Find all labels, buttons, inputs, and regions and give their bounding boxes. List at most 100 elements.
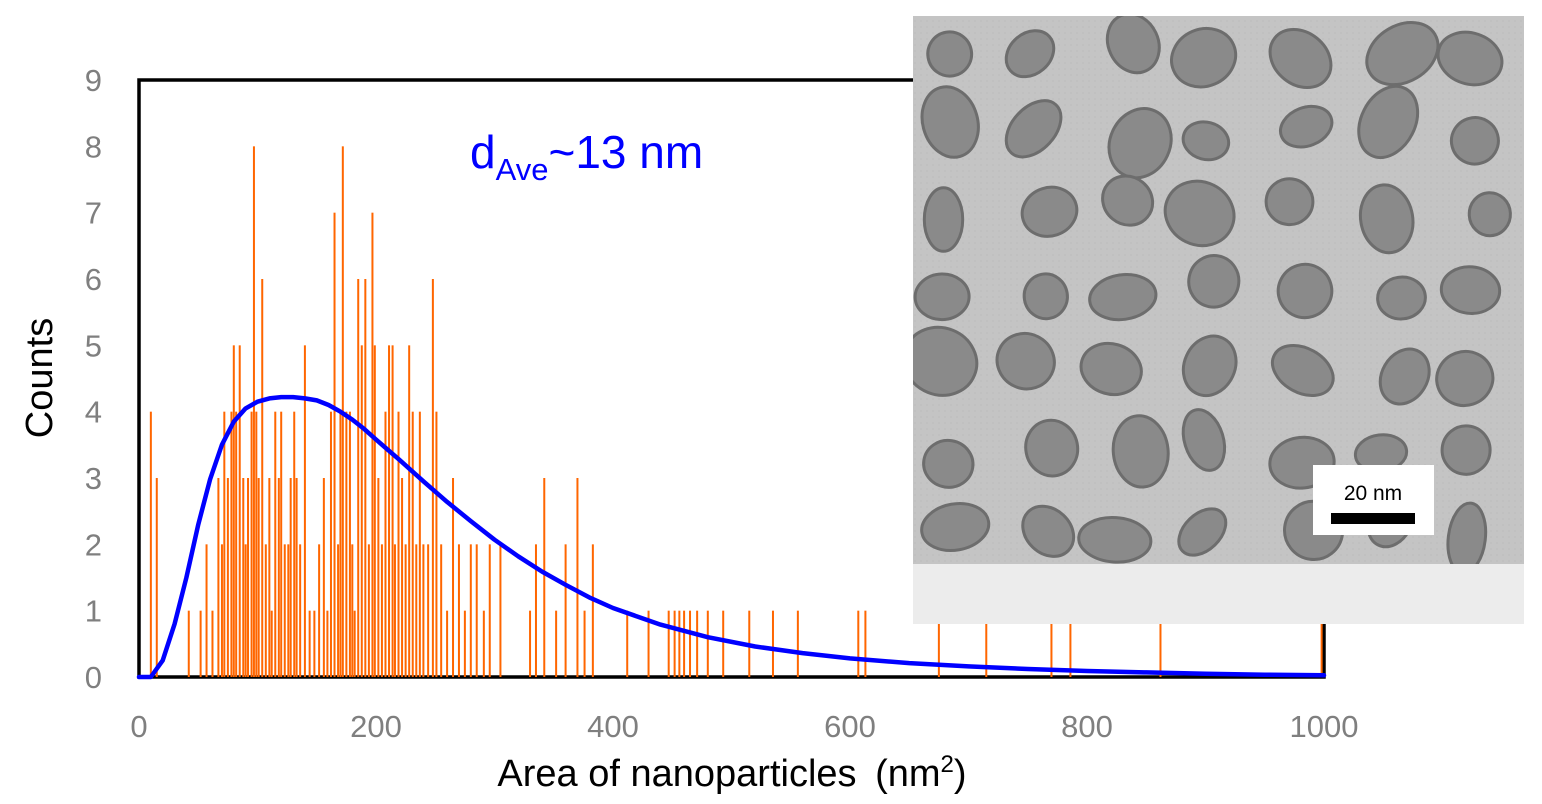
nanoparticle-blob (1264, 177, 1315, 227)
histogram-bar (322, 478, 325, 677)
histogram-bar (475, 544, 478, 677)
nanoparticle-blob (920, 85, 980, 159)
histogram-bar (446, 610, 449, 677)
histogram-bar (289, 478, 292, 677)
nanoparticle-blob (1181, 120, 1231, 162)
histogram-bar (706, 610, 709, 677)
nanoparticle-blob (1358, 183, 1415, 255)
histogram-bar (230, 411, 233, 677)
nanoparticle-blob (1105, 16, 1161, 75)
histogram-bar (667, 610, 670, 677)
histogram-bar (591, 544, 594, 677)
histogram-bar (187, 610, 190, 677)
histogram-bar (377, 478, 380, 677)
nanoparticle-blob (1170, 26, 1238, 89)
nanoparticle-blob (1077, 516, 1153, 564)
histogram-bar (857, 610, 860, 677)
nanoparticle-blob (1276, 262, 1334, 320)
histogram-bar (295, 478, 298, 677)
y-axis-ticks: 0 1 2 3 4 5 6 7 8 9 (85, 63, 102, 695)
histogram-bar (242, 478, 245, 677)
histogram-bar (238, 345, 241, 677)
nanoparticle-blob (1022, 272, 1069, 321)
histogram-bar (283, 544, 286, 677)
nanoparticle-blob (926, 30, 974, 78)
histogram-bar (217, 478, 220, 677)
nanoparticle-blob (1163, 179, 1236, 248)
nanoparticle-blob (1440, 424, 1492, 476)
histogram-bar (220, 544, 223, 677)
scale-bar (1331, 513, 1415, 524)
histogram-bar (482, 610, 485, 677)
y-tick-label: 4 (85, 395, 102, 430)
histogram-bar (452, 478, 455, 677)
x-axis-label-unit-end: ) (954, 753, 967, 795)
histogram-bar (469, 544, 472, 677)
histogram-bar (339, 411, 342, 677)
y-tick-label: 9 (85, 63, 102, 98)
nanoparticle-blob (1279, 104, 1334, 149)
histogram-bar (261, 279, 264, 677)
y-tick-label: 1 (85, 594, 102, 629)
histogram-bar (647, 610, 650, 677)
nanoparticle-blob (1004, 29, 1056, 79)
x-tick-label: 0 (130, 709, 147, 744)
histogram-bar (326, 610, 329, 677)
histogram-bar (673, 610, 676, 677)
histogram-bar (401, 478, 404, 677)
histogram-bar (564, 544, 567, 677)
nanoparticle-blob (995, 332, 1056, 391)
histogram-bar (529, 610, 532, 677)
nanoparticle-blob (1467, 191, 1512, 238)
nanoparticle-blob (1024, 418, 1080, 478)
histogram-bar (333, 212, 336, 677)
histogram-bar (155, 478, 158, 677)
nanoparticle-blob (913, 272, 971, 322)
histogram-bar (384, 411, 387, 677)
nanoparticle-blob (1004, 99, 1063, 159)
histogram-bar (431, 279, 434, 677)
nanoparticle-blob (1181, 334, 1238, 398)
histogram-bar (427, 544, 430, 677)
histogram-bar (415, 544, 418, 677)
histogram-bar (1320, 610, 1323, 677)
y-tick-label: 3 (85, 461, 102, 496)
scale-bar-label: 20 nm (1344, 482, 1402, 505)
histogram-bar (280, 411, 283, 677)
nanoparticle-blob (1079, 341, 1143, 397)
histogram-bar (422, 544, 425, 677)
x-axis-label: Area of nanoparticles (nm2) (497, 751, 966, 795)
histogram-bar (247, 478, 250, 677)
histogram-bar (293, 411, 296, 677)
histogram-bar (985, 610, 988, 677)
histogram-bar (499, 544, 502, 677)
nanoparticle-blob (1446, 501, 1488, 564)
histogram-bar (626, 610, 629, 677)
histogram-bar (583, 610, 586, 677)
histogram-bar (255, 411, 258, 677)
y-tick-label: 8 (85, 129, 102, 164)
histogram-bar (357, 279, 360, 677)
nanoparticle-blob (1449, 116, 1500, 166)
y-tick-label: 6 (85, 262, 102, 297)
histogram-bar (226, 478, 229, 677)
histogram-bar (299, 544, 302, 677)
nanoparticle-blob (1378, 347, 1431, 406)
histogram-bar (277, 478, 280, 677)
nanoparticle-blob (1435, 349, 1495, 408)
x-tick-label: 800 (1061, 709, 1113, 744)
nanoparticle-blob (1270, 344, 1335, 397)
histogram-bar (391, 345, 394, 677)
histogram-bar (351, 544, 354, 677)
histogram-bar (313, 610, 316, 677)
histogram-bar (353, 610, 356, 677)
histogram-bar (1050, 610, 1053, 677)
histogram-bar (683, 610, 686, 677)
histogram-bar (257, 478, 260, 677)
histogram-bar (393, 544, 396, 677)
histogram-bar (250, 411, 253, 677)
histogram-bar (348, 411, 351, 677)
x-tick-label: 600 (824, 709, 876, 744)
y-tick-label: 0 (85, 660, 102, 695)
nanoparticle-blob (1187, 254, 1241, 309)
